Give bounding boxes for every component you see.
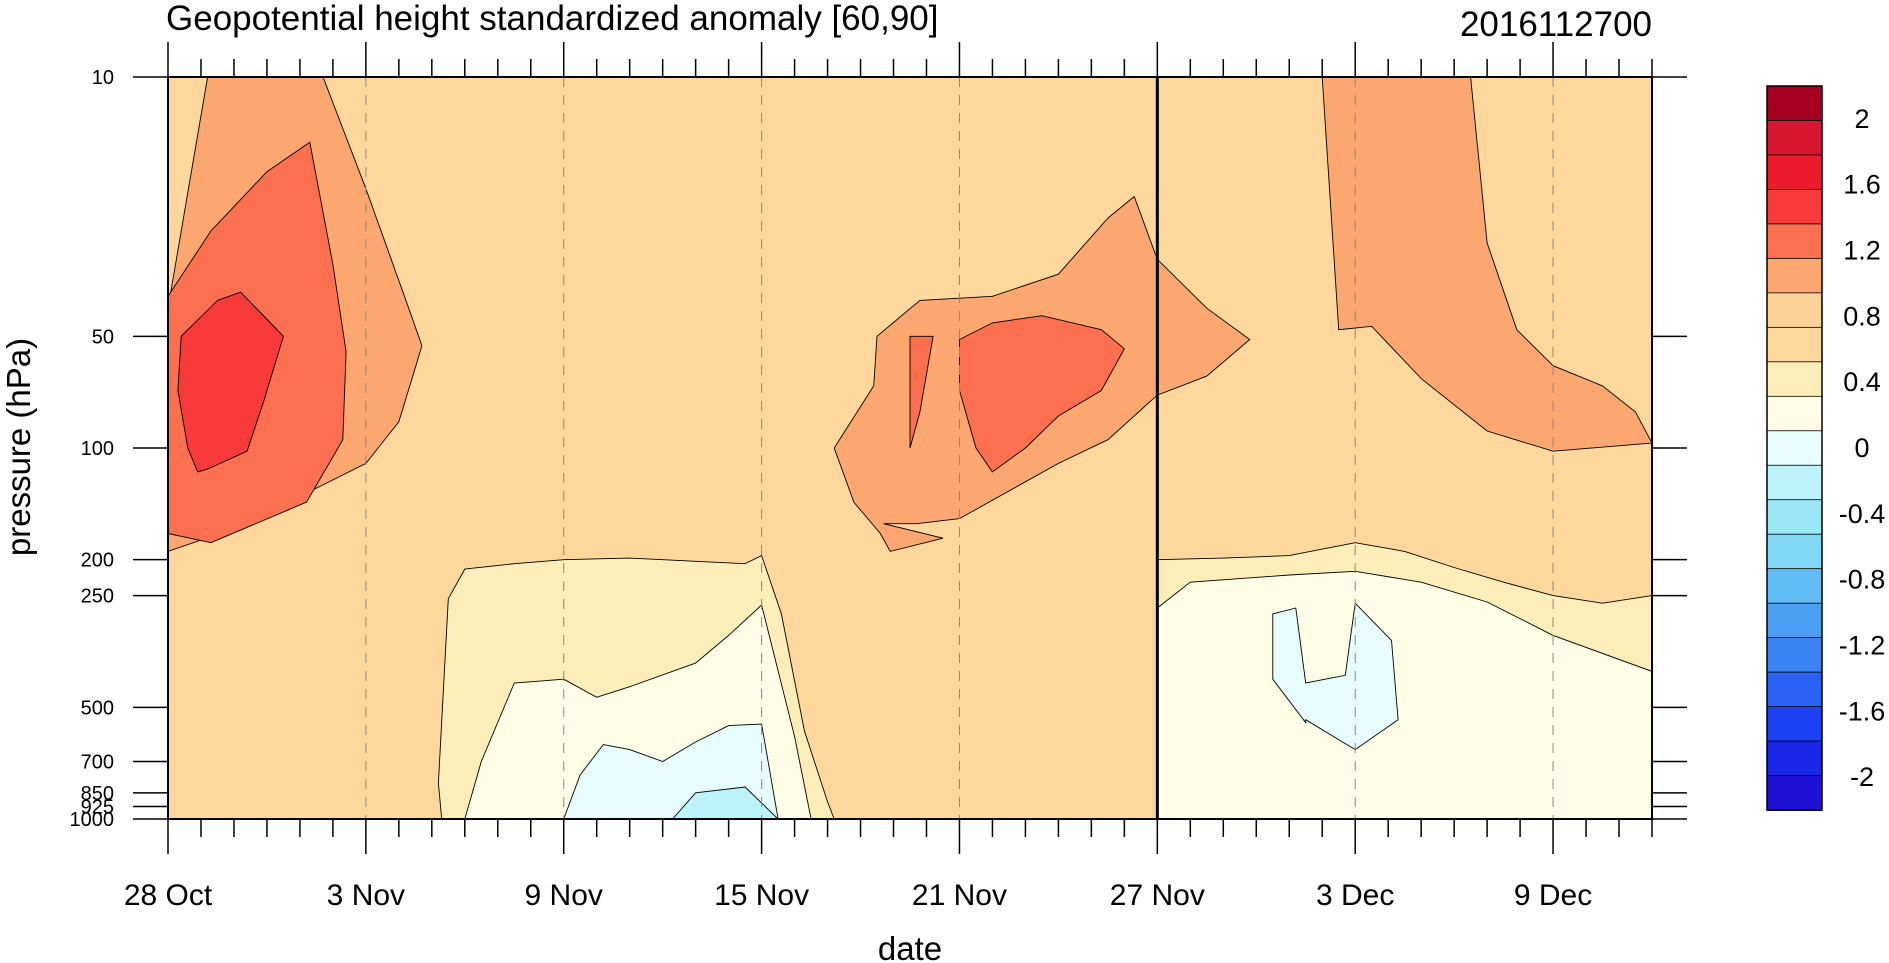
colorbar-swatch [1766, 223, 1823, 260]
y-tick-label: 200 [81, 550, 114, 572]
colorbar-tick-label: 1.2 [1843, 236, 1881, 266]
contour-region-2 [177, 291, 284, 473]
colorbar-tick-label: 0 [1854, 433, 1869, 463]
y-axis-label: pressure (hPa) [0, 338, 37, 556]
colorbar-swatch [1766, 189, 1823, 225]
colorbar-swatch [1766, 257, 1823, 294]
colorbar-tick-label: 1.6 [1843, 170, 1881, 200]
colorbar-swatch [1766, 361, 1823, 398]
x-axis: 28 Oct 3 Nov 9 Nov 15 Nov 21 Nov 27 Nov 3 Dec 9… [124, 42, 1653, 912]
x-tick-label: 28 Oct [124, 879, 213, 912]
colorbar-swatch [1766, 637, 1823, 673]
colorbar-tick-label: 2 [1854, 104, 1869, 134]
colorbar-frame [1766, 85, 1823, 811]
contour-region-6 [1321, 76, 1653, 452]
y-tick-label: 1000 [70, 809, 115, 831]
colorbar-swatch [1766, 85, 1823, 122]
colorbar-swatch [1766, 499, 1823, 536]
colorbar-tick-label: -0.8 [1839, 565, 1886, 595]
y-tick-label: 250 [81, 586, 114, 608]
colorbar: 2 1.6 1.2 0.8 0.4 0 -0.4 -0.8 -1.2 -1.6 -2 [1766, 85, 1886, 811]
x-tick-label: 9 Nov [525, 879, 603, 912]
y-tick-label: 925 [81, 796, 114, 818]
y-tick-label: 50 [92, 326, 114, 348]
x-tick-label: 3 Dec [1316, 879, 1394, 912]
colorbar-tick-label: -1.6 [1839, 696, 1886, 726]
contour-region-4 [909, 335, 934, 449]
contour-regions [167, 76, 1653, 820]
contour-region-5 [959, 315, 1125, 473]
colorbar-swatch [1766, 326, 1823, 363]
colorbar-swatch [1766, 533, 1823, 570]
chart-subtitle: 2016112700 [1460, 5, 1652, 44]
y-tick-label: 10 [92, 67, 114, 89]
contour-region-12 [1272, 602, 1399, 751]
colorbar-swatch [1766, 706, 1823, 742]
colorbar-swatch [1766, 568, 1823, 605]
chart-title: Geopotential height standardized anomaly… [166, 0, 938, 38]
x-tick-label: 15 Nov [714, 879, 809, 912]
colorbar-swatch [1766, 464, 1823, 501]
colorbar-swatch [1766, 602, 1823, 639]
colorbar-tick-label: 0.8 [1843, 301, 1881, 331]
colorbar-swatch [1766, 154, 1823, 191]
colorbar-tick-label: -2 [1850, 762, 1874, 792]
colorbar-tick-label: -1.2 [1839, 630, 1886, 660]
colorbar-swatch [1766, 775, 1823, 811]
colorbar-swatch [1766, 395, 1823, 432]
y-tick-label: 100 [81, 438, 114, 460]
y-tick-label: 500 [81, 697, 114, 719]
colorbar-tick-label: -0.4 [1839, 499, 1886, 529]
colorbar-swatch [1766, 120, 1823, 156]
x-tick-label: 9 Dec [1514, 879, 1592, 912]
x-axis-label: date [878, 930, 942, 963]
y-tick-label: 850 [81, 783, 114, 805]
colorbar-tick-label: 0.4 [1843, 367, 1881, 397]
y-tick-label: 700 [81, 752, 114, 774]
colorbar-swatch [1766, 740, 1823, 777]
colorbar-swatch [1766, 430, 1823, 467]
x-tick-label: 3 Nov [327, 879, 405, 912]
colorbar-swatch [1766, 671, 1823, 708]
colorbar-swatch [1766, 292, 1823, 329]
x-tick-label: 21 Nov [912, 879, 1007, 912]
x-tick-label: 27 Nov [1110, 879, 1205, 912]
